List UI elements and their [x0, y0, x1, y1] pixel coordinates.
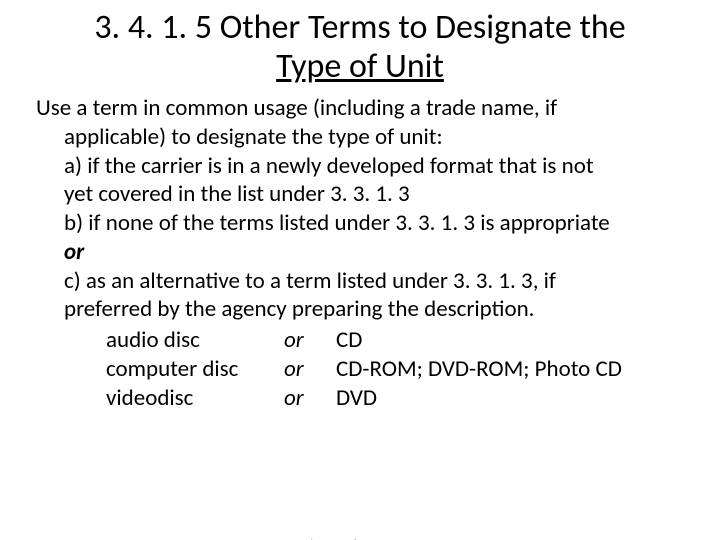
slide: 3. 4. 1. 5 Other Terms to Designate the …	[0, 8, 720, 540]
example-or: or	[284, 384, 326, 413]
title-line2: Type of Unit	[276, 46, 444, 87]
example-or: or	[284, 326, 326, 355]
example-left: computer disc	[106, 355, 274, 384]
body-item-c-line1: c) as an alternative to a term listed un…	[64, 267, 684, 296]
body-intro-line2: applicable) to designate the type of uni…	[64, 123, 684, 152]
body-item-c-line2: preferred by the agency preparing the de…	[64, 295, 684, 324]
body-intro-line1: Use a term in common usage (including a …	[36, 94, 684, 123]
example-right: CD	[336, 326, 684, 355]
example-or: or	[284, 355, 326, 384]
example-left: videodisc	[106, 384, 274, 413]
example-right: DVD	[336, 384, 684, 413]
example-left: audio disc	[106, 326, 274, 355]
body-item-b: b) if none of the terms listed under 3. …	[64, 209, 684, 238]
examples-block: audio disc or CD computer disc or CD-ROM…	[106, 326, 684, 412]
example-row: audio disc or CD	[106, 326, 684, 355]
title-line1: 3. 4. 1. 5 Other Terms to Designate the	[94, 7, 625, 48]
slide-title: 3. 4. 1. 5 Other Terms to Designate the …	[40, 8, 680, 86]
body-or: or	[64, 238, 684, 267]
body-item-a-line2: yet covered in the list under 3. 3. 1. 3	[64, 180, 684, 209]
example-row: computer disc or CD-ROM; DVD-ROM; Photo …	[106, 355, 684, 384]
example-row: videodisc or DVD	[106, 384, 684, 413]
body-item-a-line1: a) if the carrier is in a newly develope…	[64, 152, 684, 181]
example-right: CD-ROM; DVD-ROM; Photo CD	[336, 355, 684, 384]
slide-body: Use a term in common usage (including a …	[36, 94, 684, 412]
